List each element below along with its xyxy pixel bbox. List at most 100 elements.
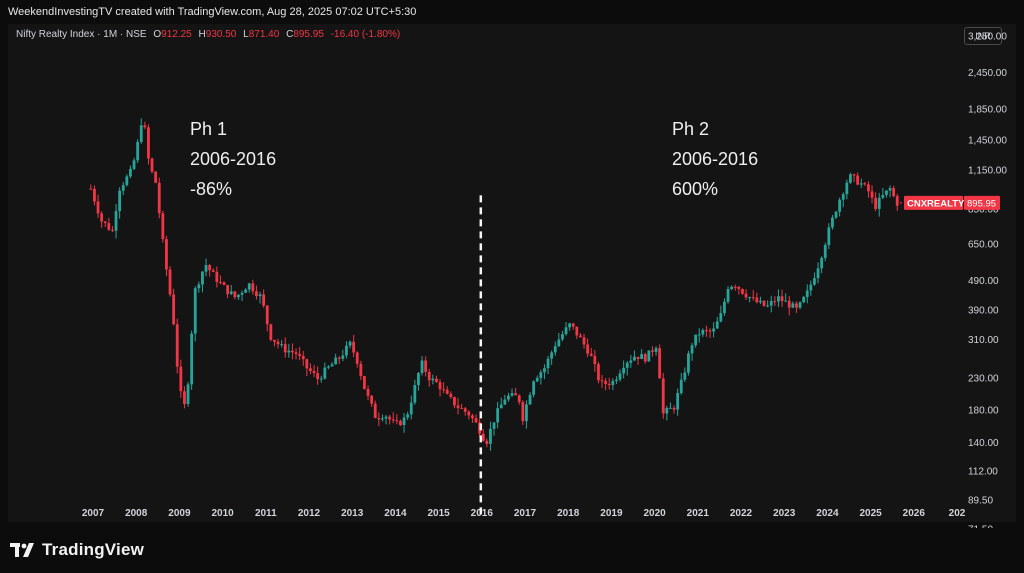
candle-body (168, 269, 172, 295)
candle-body (129, 168, 132, 177)
x-tick-label: 2018 (557, 508, 580, 519)
high-label: H (198, 29, 206, 40)
candle-body (193, 288, 197, 334)
candle-body (841, 194, 845, 200)
candle-body (820, 257, 824, 269)
candle-body (798, 302, 802, 308)
candle-body (755, 297, 759, 303)
candle-body (687, 353, 690, 373)
y-tick-label: 230.00 (968, 374, 999, 385)
price-tag-symbol: CNXREALTY (907, 198, 965, 209)
candle-body (640, 354, 644, 360)
candle-body (647, 350, 651, 362)
candle-body (870, 191, 874, 198)
y-tick-label: 2,450.00 (968, 68, 1007, 79)
chart-panel[interactable] (8, 24, 1016, 522)
candle-body (579, 335, 582, 338)
x-tick-label: 2017 (514, 508, 537, 519)
candle-body (157, 182, 161, 214)
candle-body (748, 297, 752, 299)
candle-body (607, 383, 611, 385)
candle-body (233, 291, 237, 298)
candle-body (759, 300, 762, 303)
candle-body (762, 300, 766, 306)
phase1-period: 2006-2016 (190, 149, 277, 169)
candle-body (507, 395, 510, 400)
y-tick-label: 490.00 (968, 276, 999, 287)
candle-body (147, 127, 150, 159)
y-tick-label: 390.00 (968, 305, 999, 316)
candle-body (730, 286, 734, 290)
candle-body (633, 356, 636, 361)
candle-body (370, 395, 374, 404)
candle-body (309, 368, 312, 372)
candle-body (813, 278, 816, 285)
candle-body (107, 223, 111, 230)
candle-body (154, 171, 158, 183)
x-tick-label: 2024 (816, 508, 839, 519)
candle-body (237, 294, 240, 298)
candle-body (208, 265, 212, 271)
candle-body (377, 418, 381, 420)
candle-body (276, 341, 280, 345)
candle-body (327, 366, 330, 368)
candle-body (247, 283, 251, 290)
currency-button[interactable]: INR (964, 27, 1002, 45)
candle-body (751, 297, 755, 299)
top-bar (0, 0, 1024, 24)
candle-body (852, 174, 856, 176)
candle-body (391, 419, 395, 421)
candle-body (701, 329, 705, 335)
candle-body (319, 378, 323, 380)
candle-body (787, 300, 791, 308)
candle-body (723, 301, 726, 314)
tradingview-logo[interactable]: TradingView (10, 540, 144, 560)
phase2-return: 600% (672, 179, 719, 199)
candle-body (586, 344, 590, 354)
y-tick-label: 1,450.00 (968, 136, 1007, 147)
y-tick-label: 89.50 (968, 496, 993, 507)
candle-body (103, 221, 107, 224)
candle-body (201, 271, 204, 285)
candle-body (625, 362, 629, 368)
price-tag-value-bg (964, 195, 1000, 210)
candle-body (496, 408, 500, 423)
candle-body (204, 265, 208, 272)
candle-body (150, 158, 154, 172)
candle-body (345, 345, 348, 356)
candle-body (269, 324, 273, 340)
candle-body (165, 239, 168, 270)
candle-body (226, 285, 230, 295)
candle-body (683, 372, 687, 380)
candle-body (561, 334, 564, 340)
candle-body (179, 366, 183, 392)
phase2-title: Ph 2 (672, 119, 710, 139)
x-tick-label: 2007 (82, 508, 105, 519)
candle-body (139, 125, 143, 142)
candle-body (575, 326, 579, 336)
candle-body (705, 329, 708, 331)
credit-text: WeekendInvestingTV created with TradingV… (8, 6, 417, 18)
candle-body (298, 353, 302, 356)
candle-body (417, 373, 420, 386)
candle-body (255, 291, 258, 297)
candle-body (733, 286, 737, 288)
candle-body (89, 188, 93, 190)
candle-body (172, 294, 176, 325)
candle-body (877, 197, 881, 209)
candle-body (197, 284, 201, 289)
candle-body (492, 422, 496, 429)
candle-body (352, 341, 356, 353)
candle-body (93, 188, 96, 202)
x-tick-label: 2020 (643, 508, 666, 519)
candle-body (802, 296, 806, 303)
candle-body (118, 190, 122, 212)
candle-body (643, 354, 647, 362)
candle-body (726, 289, 730, 302)
candle-body (791, 303, 795, 308)
candle-body (287, 350, 291, 353)
candle-body (373, 403, 377, 419)
x-tick-label: 2014 (384, 508, 407, 519)
candle-body (291, 350, 294, 353)
